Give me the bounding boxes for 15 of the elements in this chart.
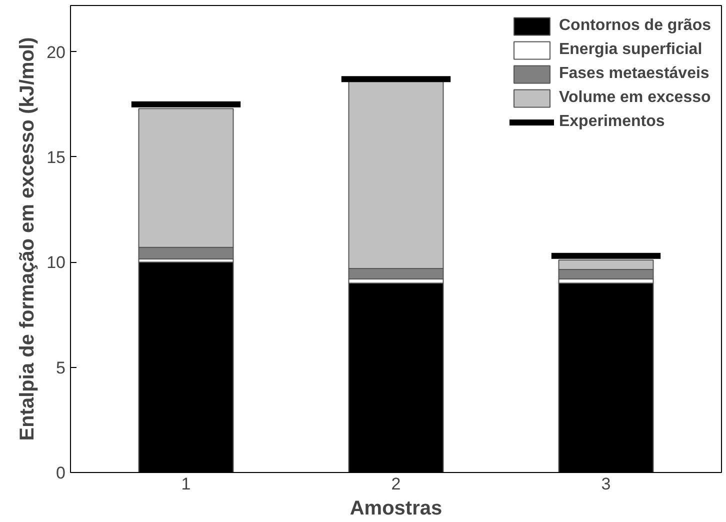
- y-axis-title: Entalpia de formação em excesso (kJ/mol): [16, 37, 39, 441]
- x-tick-label: 2: [391, 474, 401, 494]
- legend-label: Contornos de grãos: [558, 17, 711, 35]
- x-tick-label: 3: [601, 474, 611, 494]
- x-axis-title: Amostras: [350, 498, 442, 520]
- y-tick-label: 15: [46, 148, 66, 167]
- legend-label: Energia superficial: [558, 41, 702, 59]
- legend-label: Fases metaestáveis: [558, 65, 710, 83]
- y-tick-label: 5: [56, 358, 66, 378]
- x-tick-label: 1: [181, 474, 191, 494]
- legend-label: Experimentos: [558, 113, 665, 131]
- legend-label: Volume em excesso: [558, 89, 711, 107]
- y-tick-label: 20: [46, 42, 66, 62]
- y-tick-label: 0: [56, 464, 66, 482]
- y-tick-label: 10: [46, 253, 66, 272]
